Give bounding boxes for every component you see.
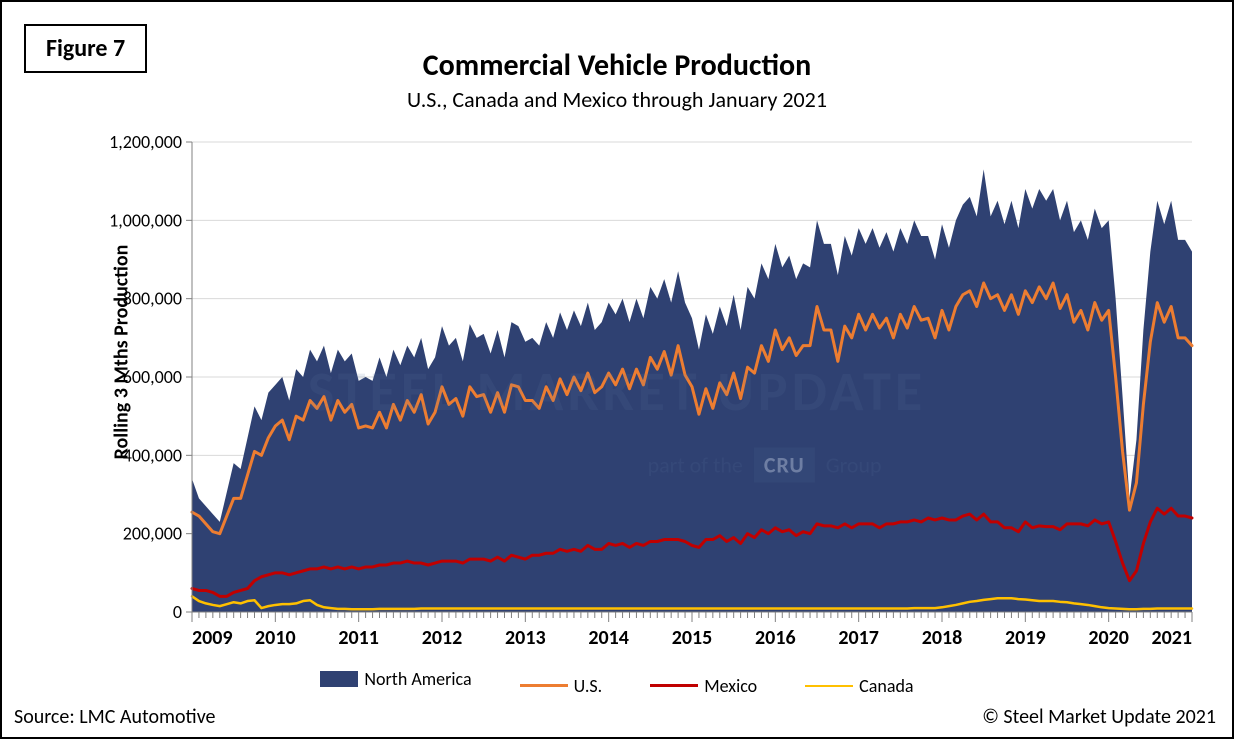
- svg-text:2017: 2017: [838, 626, 879, 650]
- chart-area: 0 200,000 400,000 600,000 800,000 1,000,000 1,…: [92, 122, 1212, 682]
- copyright-text: © Steel Market Update 2021: [982, 705, 1216, 729]
- legend-swatch: [320, 671, 358, 687]
- svg-text:2013: 2013: [505, 626, 546, 650]
- svg-text:1,000,000: 1,000,000: [109, 209, 182, 231]
- svg-text:800,000: 800,000: [123, 288, 182, 310]
- legend-swatch: [650, 684, 698, 687]
- svg-text:1,200,000: 1,200,000: [109, 131, 182, 153]
- chart-frame: Figure 7 Commercial Vehicle Production U…: [0, 0, 1234, 739]
- chart-svg: 0 200,000 400,000 600,000 800,000 1,000,000 1,…: [92, 122, 1212, 682]
- legend: North America U.S. Mexico Canada: [2, 668, 1232, 697]
- svg-text:2021: 2021: [1151, 626, 1192, 650]
- svg-text:600,000: 600,000: [123, 366, 182, 388]
- legend-label: North America: [364, 668, 471, 690]
- legend-label: Mexico: [704, 675, 757, 697]
- legend-item-us: U.S.: [520, 675, 603, 697]
- legend-label: Canada: [859, 675, 913, 697]
- svg-text:2015: 2015: [672, 626, 713, 650]
- svg-text:2011: 2011: [338, 626, 379, 650]
- legend-item-mexico: Mexico: [650, 675, 757, 697]
- legend-swatch: [520, 684, 568, 687]
- svg-text:2009: 2009: [192, 626, 233, 650]
- figure-label: Figure 7: [46, 34, 125, 63]
- chart-title: Commercial Vehicle Production: [2, 47, 1232, 84]
- source-text: Source: LMC Automotive: [14, 705, 215, 729]
- legend-label: U.S.: [574, 675, 603, 697]
- svg-text:2010: 2010: [255, 626, 296, 650]
- svg-text:200,000: 200,000: [123, 523, 182, 545]
- svg-text:2016: 2016: [755, 626, 796, 650]
- svg-text:2019: 2019: [1005, 626, 1046, 650]
- svg-text:2014: 2014: [588, 626, 629, 650]
- legend-swatch: [805, 685, 853, 688]
- svg-text:2012: 2012: [422, 626, 463, 650]
- svg-text:2018: 2018: [922, 626, 963, 650]
- chart-subtitle: U.S., Canada and Mexico through January …: [2, 86, 1232, 113]
- legend-item-north_america: North America: [320, 668, 471, 690]
- legend-item-canada: Canada: [805, 675, 913, 697]
- figure-label-box: Figure 7: [24, 24, 147, 73]
- svg-text:0: 0: [173, 601, 182, 623]
- svg-text:400,000: 400,000: [123, 444, 182, 466]
- svg-text:2020: 2020: [1088, 626, 1129, 650]
